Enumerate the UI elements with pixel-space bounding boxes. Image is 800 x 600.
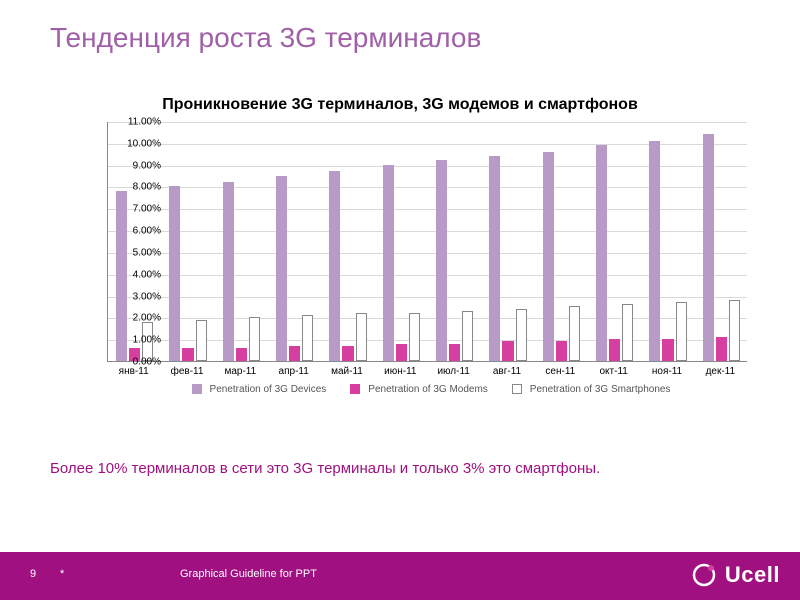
bar [383,165,394,361]
chart-legend: Penetration of 3G Devices Penetration of … [107,384,747,395]
y-axis-label: 6.00% [113,226,161,237]
x-axis-label: май-11 [322,366,372,377]
bar [703,134,714,361]
legend-item: Penetration of 3G Devices [184,384,327,395]
y-axis-label: 3.00% [113,291,161,302]
legend-swatch [512,384,522,394]
x-axis-label: сен-11 [535,366,585,377]
legend-item: Penetration of 3G Smartphones [504,384,671,395]
bar [569,306,580,361]
bar [342,346,353,361]
y-axis-label: 4.00% [113,269,161,280]
y-axis-label: 7.00% [113,204,161,215]
x-axis-label: июл-11 [429,366,479,377]
bar [676,302,687,361]
chart-area: Penetration of 3G Devices Penetration of … [55,122,755,402]
logo-text: Ucell [725,562,780,588]
bar [649,141,660,361]
legend-swatch [192,384,202,394]
bar [276,176,287,361]
bar [502,341,513,361]
bar [543,152,554,361]
page-number: 9 [30,568,36,580]
x-axis-label: фев-11 [162,366,212,377]
y-axis-label: 5.00% [113,247,161,258]
legend-swatch [350,384,360,394]
bar [729,300,740,361]
bar [182,348,193,361]
bar [409,313,420,361]
footer-bar: 9 * Graphical Guideline for PPT Ucell [0,552,800,600]
bar [716,337,727,361]
x-axis-label: янв-11 [109,366,159,377]
summary-text: Более 10% терминалов в сети это 3G терми… [50,460,600,477]
bar [329,171,340,361]
legend-item: Penetration of 3G Modems [342,384,488,395]
logo: Ucell [689,560,780,590]
bar [169,186,180,361]
bar [249,317,260,361]
x-axis-label: дек-11 [695,366,745,377]
bar [609,339,620,361]
x-axis-label: авг-11 [482,366,532,377]
x-axis-label: апр-11 [269,366,319,377]
bar [556,341,567,361]
y-axis-label: 8.00% [113,182,161,193]
bar [236,348,247,361]
bar [436,160,447,361]
y-axis-label: 11.00% [113,117,161,128]
x-axis-label: окт-11 [589,366,639,377]
bar [196,320,207,361]
logo-icon [689,560,719,590]
bar [489,156,500,361]
bar [302,315,313,361]
bar [396,344,407,361]
y-axis-label: 10.00% [113,138,161,149]
bar [449,344,460,361]
y-axis-label: 9.00% [113,160,161,171]
footer-star: * [60,568,64,580]
bar [596,145,607,361]
chart-plot [107,122,747,362]
page-title: Тенденция роста 3G терминалов [50,22,481,54]
slide: Тенденция роста 3G терминалов Проникнове… [0,0,800,600]
bar [289,346,300,361]
footer-guide: Graphical Guideline for PPT [180,568,317,580]
x-axis-label: ноя-11 [642,366,692,377]
bar [356,313,367,361]
bar [662,339,673,361]
chart-title: Проникновение 3G терминалов, 3G модемов … [0,96,800,114]
bar [462,311,473,361]
x-axis-label: июн-11 [375,366,425,377]
y-axis-label: 1.00% [113,335,161,346]
x-axis-label: мар-11 [215,366,265,377]
bar [223,182,234,361]
y-axis-label: 2.00% [113,313,161,324]
bar [622,304,633,361]
bar [516,309,527,361]
